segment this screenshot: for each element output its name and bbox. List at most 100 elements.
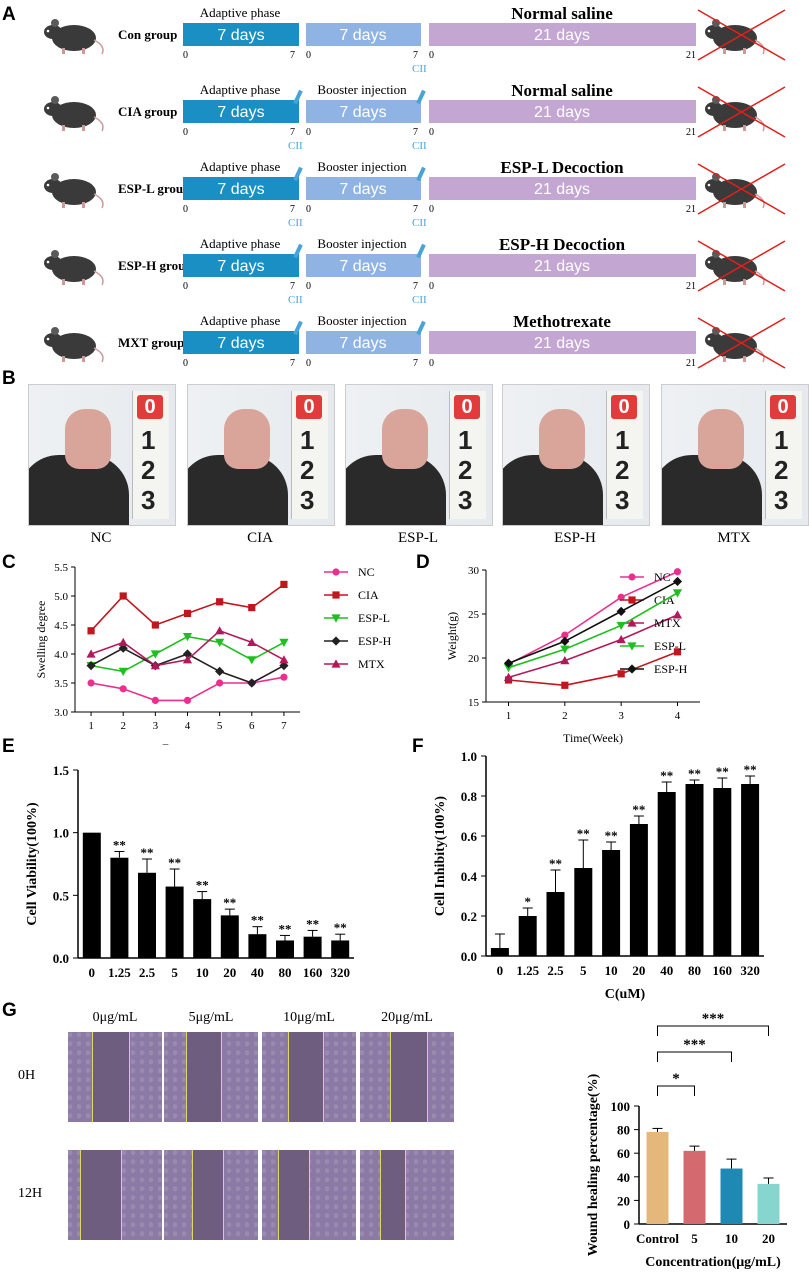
x-tick-label: 10 bbox=[196, 965, 209, 980]
data-point bbox=[280, 580, 288, 588]
x-tick-label: 20 bbox=[223, 965, 236, 980]
x-tick-label: 1.25 bbox=[108, 965, 131, 980]
bar bbox=[546, 892, 565, 956]
tick-label: 21 bbox=[686, 127, 696, 138]
mouse-icon bbox=[704, 326, 765, 363]
data-point bbox=[627, 642, 637, 651]
bar bbox=[331, 940, 350, 958]
phase2-days: 7 days bbox=[339, 27, 386, 44]
phase3-bar bbox=[429, 177, 696, 200]
data-point bbox=[151, 621, 159, 629]
phase3-days: 21 days bbox=[534, 335, 590, 352]
ruler-mark: 0 bbox=[454, 395, 480, 419]
phase2-bar bbox=[306, 100, 421, 123]
ruler-mark: 2 bbox=[141, 455, 156, 485]
panel-label-e: E bbox=[2, 736, 15, 757]
data-point bbox=[150, 661, 160, 670]
data-point bbox=[332, 568, 340, 576]
wound-healing-chart: 0 20 40 60 80 100 Wound healing percentage(%) C… bbox=[586, 1011, 787, 1270]
data-point bbox=[672, 589, 683, 598]
phase2-days: 7 days bbox=[339, 258, 386, 275]
phase3-days: 21 days bbox=[534, 104, 590, 121]
x-axis-label: Concentration(μg/mL) bbox=[645, 1255, 781, 1270]
phase1-bar bbox=[183, 23, 299, 46]
paw bbox=[382, 409, 428, 469]
ruler-mark: 2 bbox=[615, 455, 630, 485]
micrograph-column-label: 10μg/mL bbox=[283, 1010, 335, 1025]
y-tick-label: 0 bbox=[624, 1217, 631, 1232]
phase1-days: 7 days bbox=[217, 181, 264, 198]
data-point bbox=[87, 679, 95, 687]
x-tick-label: 0 bbox=[89, 965, 96, 980]
bar bbox=[646, 1131, 669, 1224]
phase1-days: 7 days bbox=[217, 335, 264, 352]
bar-chart-F: 0.0 0.2 0.4 0.6 0.8 1.0 Cell Inhibity(100%) C(u… bbox=[433, 749, 764, 1002]
y-tick-label: 0.6 bbox=[461, 829, 478, 844]
bar bbox=[683, 1150, 706, 1224]
phase1-bar bbox=[183, 254, 299, 277]
scratch-gap bbox=[192, 1150, 224, 1240]
phase3-bar bbox=[429, 254, 696, 277]
phase1-label: Adaptive phase bbox=[200, 5, 281, 20]
data-point bbox=[215, 666, 225, 676]
ruler-mark: 3 bbox=[615, 485, 630, 515]
ruler-mark: 2 bbox=[774, 455, 789, 485]
phase3-label: Methotrexate bbox=[513, 312, 611, 331]
phase1-bar bbox=[183, 100, 299, 123]
x-tick-label: 7 bbox=[281, 720, 287, 732]
tick-label: 7 bbox=[413, 281, 418, 292]
x-tick-label: 10 bbox=[605, 963, 618, 978]
x-tick-label: 40 bbox=[251, 965, 264, 980]
x-axis-label: Frequency bbox=[162, 741, 213, 745]
mouse-icon bbox=[43, 326, 104, 363]
y-tick-label: 80 bbox=[617, 1123, 630, 1138]
phase2-days: 7 days bbox=[339, 335, 386, 352]
y-tick-label: 20 bbox=[617, 1193, 630, 1208]
cii-label-end: CII bbox=[412, 294, 427, 306]
legend-label: NC bbox=[654, 570, 671, 584]
cii-label-end: CII bbox=[412, 217, 427, 229]
data-point bbox=[627, 664, 637, 674]
data-point bbox=[331, 614, 341, 623]
y-tick-label: 100 bbox=[611, 1099, 631, 1114]
bracket-label: *** bbox=[702, 1011, 725, 1027]
timeline-row: Con group Adaptive phase Normal saline 7 da… bbox=[43, 4, 786, 75]
bar bbox=[82, 832, 101, 958]
series-line bbox=[508, 592, 678, 669]
y-tick-label: 25 bbox=[468, 609, 480, 621]
y-axis-label: Wound healing percentage(%) bbox=[586, 1073, 601, 1256]
data-point bbox=[673, 648, 682, 656]
tick-label: 0 bbox=[306, 204, 311, 215]
tick-label: 21 bbox=[686, 204, 696, 215]
line-charts-cd: 3.0 3.5 4.0 4.5 5.0 5.5 1 2 3 4 5 6 7 Frequency Swelli… bbox=[34, 562, 700, 745]
significance-label: ** bbox=[549, 856, 562, 871]
data-point bbox=[628, 596, 636, 604]
micrograph bbox=[360, 1032, 454, 1122]
ruler-mark: 3 bbox=[458, 485, 473, 515]
data-point bbox=[672, 576, 683, 587]
data-point bbox=[503, 664, 514, 673]
x-tick-label: 80 bbox=[688, 963, 701, 978]
panel-label-b: B bbox=[2, 368, 16, 389]
y-tick-label: 0.8 bbox=[461, 789, 478, 804]
x-tick-label: 4 bbox=[675, 710, 681, 722]
phase2-days: 7 days bbox=[339, 181, 386, 198]
x-tick-label: 2.5 bbox=[547, 963, 564, 978]
y-tick-label: 0.0 bbox=[461, 949, 477, 964]
tick-label: 0 bbox=[306, 127, 311, 138]
mouse-icon bbox=[43, 249, 104, 286]
ruler-mark: 1 bbox=[141, 425, 156, 455]
data-point bbox=[247, 656, 257, 665]
y-tick-label: 5.5 bbox=[54, 562, 68, 574]
phase3-label: Normal saline bbox=[511, 81, 613, 100]
bar-charts-ef: 0.0 0.5 1.0 1.5 Cell Viability(100%) 0 ** 1.25 *… bbox=[25, 749, 764, 1002]
data-point bbox=[331, 636, 341, 646]
ruler-mark: 0 bbox=[296, 395, 322, 419]
phase3-days: 21 days bbox=[534, 27, 590, 44]
x-tick-label: 2 bbox=[120, 720, 126, 732]
mouse-icon bbox=[704, 172, 765, 209]
